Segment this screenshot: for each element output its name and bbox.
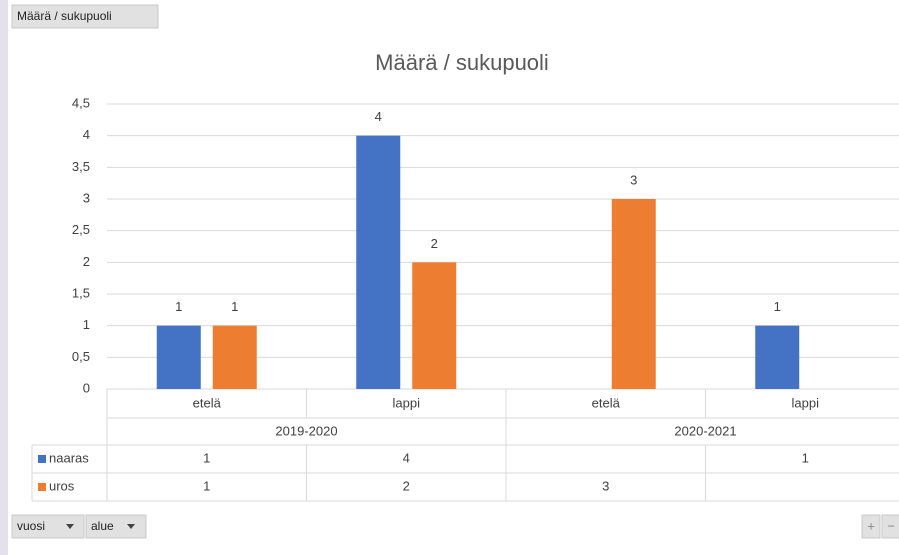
y-tick-label: 4,5 [72,95,90,110]
bar [755,325,800,389]
legend-label: naaras [49,450,89,465]
bar [412,262,457,389]
axis-button-label: alue [91,519,114,533]
x-tick-label: etelä [193,395,222,410]
data-label: 1 [774,299,781,314]
x-tick-label: lappi [393,395,421,410]
y-tick-label: 0 [83,380,90,395]
y-tick-label: 2,5 [72,222,90,237]
x-tick-label: lappi [792,395,820,410]
group-label: 2019-2020 [275,423,337,438]
group-label: 2020-2021 [674,423,736,438]
y-tick-label: 1 [83,317,90,332]
axis-button[interactable] [11,514,85,539]
x-tick-label: etelä [592,395,621,410]
zoom-label: − [887,518,895,533]
chart-title: Määrä / sukupuoli [375,50,549,75]
table-cell: 3 [602,478,609,493]
y-tick-label: 4 [83,127,90,142]
table-cell: 1 [802,450,809,465]
legend-swatch [38,483,46,491]
zoom-label: + [867,518,875,533]
bar [356,135,401,389]
table-cell: 1 [203,478,210,493]
side-strip [0,0,8,555]
data-label: 1 [231,299,238,314]
data-label: 4 [375,109,382,124]
field-button-label: Määrä / sukupuoli [17,9,112,23]
dropdown-arrow [127,524,135,529]
data-label: 1 [175,299,182,314]
y-tick-label: 0,5 [72,349,90,364]
table-cell: 4 [403,450,410,465]
field-button[interactable] [11,4,159,29]
dropdown-arrow [66,524,74,529]
bar [212,325,257,389]
y-tick-label: 3 [83,190,90,205]
bar [611,199,656,389]
axis-button-label: vuosi [17,519,45,533]
bar [156,325,201,389]
zoom-button[interactable] [881,514,899,539]
legend-swatch [38,455,46,463]
legend-label: uros [49,478,75,493]
table-cell: 1 [203,450,210,465]
data-label: 2 [431,236,438,251]
y-tick-label: 1,5 [72,285,90,300]
y-tick-label: 3,5 [72,159,90,174]
table-cell: 2 [403,478,410,493]
axis-button[interactable] [85,514,147,539]
zoom-button[interactable] [861,514,881,539]
data-label: 3 [630,172,637,187]
y-tick-label: 2 [83,254,90,269]
